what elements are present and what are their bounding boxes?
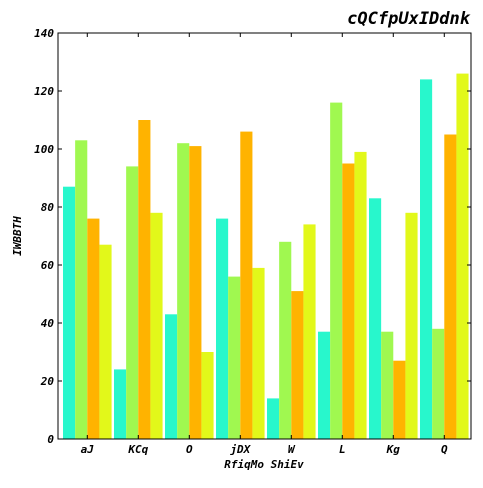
bar-L-series-2 [330,103,342,439]
bar-L-series-1 [318,332,330,439]
x-tick-label-O: O [186,443,193,456]
y-tick-label: 140 [34,27,54,40]
x-tick-label-Q: Q [441,443,448,456]
y-tick-label: 80 [41,201,55,214]
bar-aJ-series-4 [99,245,111,439]
bar-KCq-series-4 [150,213,162,439]
bar-Q-series-4 [456,74,468,439]
y-tick-label: 100 [34,143,54,156]
bar-W-series-3 [291,291,303,439]
bar-L-series-3 [342,164,354,440]
bar-KCq-series-2 [126,166,138,439]
bar-O-series-2 [177,143,189,439]
bar-Kg-series-4 [405,213,417,439]
bar-Q-series-3 [444,135,456,440]
bar-Q-series-2 [432,329,444,439]
bar-aJ-series-1 [63,187,75,439]
bar-KCq-series-3 [138,120,150,439]
x-axis-label: RfiqMo ShiEv [224,458,304,471]
x-tick-label-L: L [339,443,346,456]
y-tick-label: 20 [40,375,55,388]
y-tick-label: 40 [41,317,55,330]
x-tick-label-aJ: aJ [81,443,95,456]
bar-Q-series-1 [420,79,432,439]
bar-Kg-series-1 [369,198,381,439]
x-tick-label-Kg: Kg [386,443,401,456]
bar-jDX-series-2 [228,277,240,439]
y-tick-label: 0 [47,433,54,446]
bar-O-series-1 [165,314,177,439]
bar-KCq-series-1 [114,369,126,439]
bar-W-series-4 [303,224,315,439]
bar-jDX-series-1 [216,219,228,439]
x-tick-label-KCq: KCq [127,443,148,456]
bar-aJ-series-2 [75,140,87,439]
bar-O-series-3 [189,146,201,439]
bar-Kg-series-2 [381,332,393,439]
bar-W-series-1 [267,398,279,439]
y-axis-label: IWBBTH [11,216,24,256]
bar-O-series-4 [201,352,213,439]
x-tick-label-jDX: jDX [229,443,251,456]
chart-title: cQCfpUxIDdnk [347,9,471,29]
bar-W-series-2 [279,242,291,439]
y-tick-label: 60 [41,259,55,272]
bar-jDX-series-4 [252,268,264,439]
bar-L-series-4 [354,152,366,439]
bar-Kg-series-3 [393,361,405,439]
bar-jDX-series-3 [240,132,252,439]
bar-aJ-series-3 [87,219,99,439]
y-tick-label: 120 [34,85,54,98]
